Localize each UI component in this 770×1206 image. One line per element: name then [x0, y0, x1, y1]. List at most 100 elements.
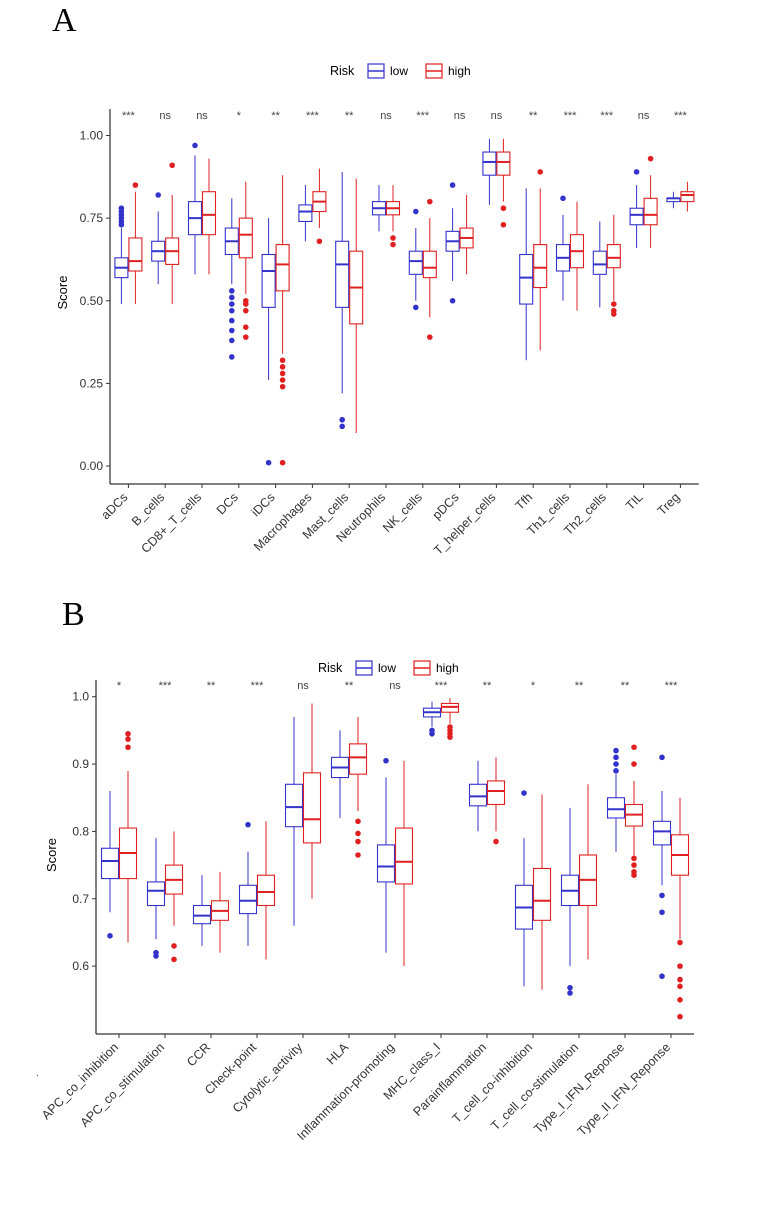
box-iqr [533, 244, 548, 289]
outlier-point [125, 736, 131, 742]
legend-title: Risk [330, 64, 355, 78]
outlier-point [107, 933, 113, 939]
box-low [376, 757, 396, 953]
outlier-point [279, 357, 286, 364]
box-iqr [256, 874, 276, 907]
box-low [224, 198, 239, 360]
significance-label: *** [600, 110, 614, 122]
outlier-point [613, 747, 619, 754]
box-iqr [275, 244, 290, 292]
box-low [666, 191, 681, 209]
outlier-point [659, 973, 665, 980]
box-iqr [408, 250, 423, 275]
outlier-point [567, 984, 573, 991]
significance-label: ns [454, 110, 466, 122]
panel-label-a: A [52, 2, 77, 39]
legend-label: low [378, 661, 396, 675]
box-iqr [238, 217, 253, 259]
significance-label: ns [638, 110, 650, 122]
box-low [482, 138, 497, 205]
box-high [422, 198, 437, 340]
outlier-point [429, 727, 435, 734]
stray-mark: . [36, 1068, 39, 1079]
outlier-point [229, 327, 235, 334]
outlier-point [171, 956, 177, 963]
x-tick-label: Treg [655, 490, 683, 518]
box-iqr [440, 702, 460, 713]
box-high [459, 195, 474, 275]
box-low [519, 188, 534, 361]
outlier-point [447, 724, 453, 730]
outlier-point [192, 142, 198, 149]
significance-label: ns [389, 680, 401, 692]
box-high [210, 871, 230, 953]
outlier-point [355, 818, 361, 825]
x-tick-label: TIL [623, 490, 646, 513]
box-iqr [261, 253, 276, 308]
outlier-point [677, 963, 683, 969]
y-axis-title: Score [44, 838, 59, 872]
outlier-point [390, 241, 396, 248]
outlier-point [390, 235, 396, 241]
x-tick-label: Type_II_IFN_Reponse [575, 1040, 673, 1138]
significance-label: ** [271, 110, 280, 122]
outlier-point [355, 830, 361, 837]
outlier-point [521, 790, 527, 796]
legend-key-low [355, 660, 373, 676]
box-high [128, 182, 143, 305]
y-tick-label: 0.8 [72, 824, 89, 838]
significance-label: ** [345, 110, 354, 122]
x-tick-label: T_cell_co-inhibition [450, 1040, 536, 1126]
x-tick-label: T_cell_co-stimulation [488, 1040, 581, 1133]
outlier-point [265, 459, 272, 466]
x-tick-label: aDCs [99, 490, 131, 522]
outlier-point [279, 459, 286, 466]
outlier-point [316, 238, 323, 245]
significance-label: ** [621, 680, 630, 692]
box-high [533, 169, 548, 351]
x-tick-label: Tfh [513, 490, 536, 513]
x-tick-label: HLA [324, 1040, 352, 1068]
outlier-point [613, 754, 619, 761]
box-iqr [643, 197, 658, 226]
box-low [606, 747, 626, 852]
outlier-point [339, 423, 346, 430]
outlier-point [229, 301, 235, 307]
box-high [643, 155, 658, 248]
legend-key-low [367, 63, 385, 79]
box-low [445, 182, 460, 304]
outlier-point [560, 195, 566, 202]
significance-label: *** [435, 680, 449, 692]
outlier-point [413, 208, 419, 215]
box-iqr [468, 783, 488, 807]
outlier-point [659, 909, 665, 916]
box-high [670, 797, 690, 1020]
box-iqr [302, 772, 322, 844]
outlier-point [677, 983, 683, 990]
y-tick-label: 1.0 [72, 690, 89, 704]
outlier-point [383, 757, 389, 764]
outlier-point [677, 996, 683, 1003]
x-tick-label: CCR [184, 1040, 213, 1069]
legend-label: low [390, 64, 408, 78]
outlier-point [500, 205, 507, 212]
outlier-point [631, 869, 637, 875]
outlier-point [243, 297, 249, 304]
box-high [256, 821, 276, 960]
box-high [569, 201, 585, 311]
legend-label: high [448, 64, 471, 78]
outlier-point [427, 334, 433, 340]
box-iqr [238, 884, 258, 915]
outlier-point [125, 744, 131, 751]
y-tick-label: 0.50 [80, 294, 104, 308]
outlier-point [647, 155, 654, 162]
significance-label: *** [122, 110, 136, 122]
box-high [385, 185, 401, 248]
box-low [592, 221, 607, 308]
box-high [578, 784, 598, 960]
box-high [349, 178, 364, 433]
box-iqr [482, 151, 497, 176]
significance-label: *** [665, 680, 679, 692]
box-high [165, 162, 180, 305]
box-high [118, 730, 138, 943]
